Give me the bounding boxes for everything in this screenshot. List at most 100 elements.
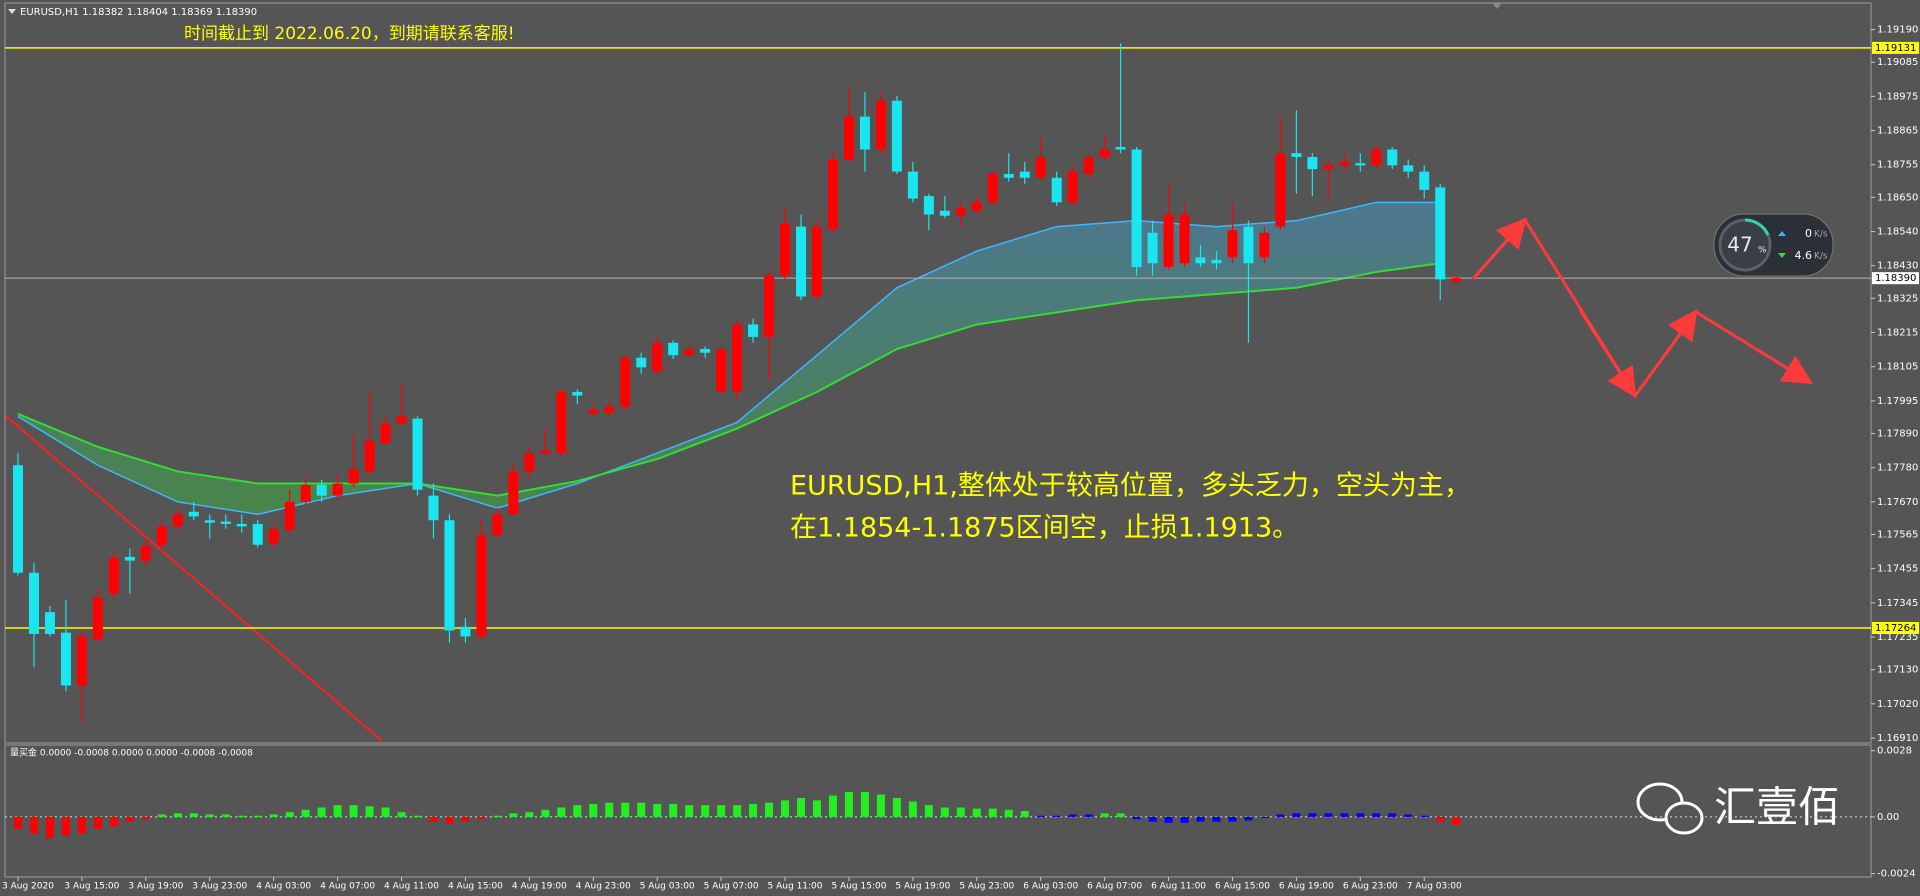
- histogram-bar: [653, 803, 662, 817]
- histogram-bar: [813, 800, 821, 817]
- price-level-label: 1.19131: [1875, 43, 1916, 54]
- price-level-tag: [1872, 622, 1919, 635]
- histogram-bar: [189, 813, 198, 817]
- candle-body: [1179, 214, 1190, 264]
- histogram-bar: [1436, 816, 1445, 822]
- histogram-bar: [589, 803, 598, 817]
- candle-body: [1131, 149, 1142, 267]
- histogram-bar: [1004, 809, 1013, 817]
- histogram-bar: [876, 794, 885, 817]
- download-icon: [1778, 253, 1786, 258]
- candle-body: [508, 471, 519, 515]
- y-tick-label: 1.18650: [1877, 192, 1918, 203]
- candle-body: [140, 546, 151, 561]
- histogram-bar: [29, 816, 38, 834]
- last-price-tag: [1872, 272, 1919, 285]
- net-widget: 47 % 0 K/s 4.6 K/s: [1713, 213, 1834, 277]
- menu-triangle[interactable]: [8, 9, 16, 14]
- x-tick-label: 3 Aug 19:00: [128, 882, 183, 892]
- histogram-bar: [61, 816, 70, 836]
- candle-body: [1419, 171, 1430, 190]
- histogram-bar: [765, 802, 774, 817]
- histogram-bar: [1276, 814, 1285, 817]
- histogram-bar: [525, 812, 534, 817]
- candle-body: [1163, 214, 1174, 267]
- indicator-header: 量买金 0.0000 -0.0008 0.0000 0.0000 -0.0008…: [10, 747, 253, 759]
- histogram-bar: [445, 816, 454, 824]
- candle-body: [1083, 156, 1094, 175]
- candle-body: [1371, 149, 1382, 166]
- histogram-bar: [733, 805, 742, 817]
- y-tick-label: 1.17890: [1877, 429, 1918, 440]
- candle-body: [716, 349, 727, 392]
- candle-layer: [13, 43, 1462, 723]
- y-tick-label: 1.19190: [1877, 25, 1918, 36]
- candle-body: [1435, 187, 1446, 280]
- histogram-bar: [1212, 816, 1221, 822]
- y-tick-label: 1.18540: [1877, 227, 1918, 238]
- candle-body: [923, 196, 934, 215]
- candle-body: [284, 501, 295, 531]
- expiry-notice: 时间截止到 2022.06.20，到期请联系客服!: [184, 24, 515, 44]
- wechat-icon: [1664, 801, 1704, 835]
- histogram-bar: [1068, 814, 1077, 817]
- candle-body: [1195, 257, 1206, 264]
- candle-body: [1147, 232, 1158, 264]
- candle-body: [236, 523, 247, 527]
- annotation-line: EURUSD,H1,整体处于较高位置，多头乏力，空头为主，: [790, 471, 1471, 502]
- candle-body: [476, 534, 487, 637]
- download-unit: K/s: [1814, 252, 1828, 262]
- histogram-bar: [1308, 813, 1317, 817]
- histogram-bar: [637, 802, 646, 817]
- histogram-bar: [381, 807, 390, 817]
- candle-body: [1259, 232, 1270, 258]
- y-tick-label: 1.18430: [1877, 261, 1918, 272]
- candle-body: [684, 349, 695, 356]
- candle-body: [524, 453, 535, 472]
- histogram-bar: [509, 813, 518, 817]
- y-tick-label: 1.17345: [1877, 598, 1918, 609]
- histogram-bar: [429, 816, 438, 822]
- y-tick-label: 0.0028: [1877, 746, 1912, 757]
- candle-body: [1355, 163, 1366, 166]
- candle-body: [1019, 171, 1030, 178]
- histogram-bar: [301, 809, 310, 817]
- widget-percent: 47: [1727, 233, 1752, 257]
- y-tick-label: 1.18325: [1877, 293, 1918, 304]
- histogram-bar: [1036, 815, 1045, 817]
- histogram-bar: [956, 807, 965, 817]
- candle-body: [620, 357, 631, 407]
- histogram-bar: [541, 809, 550, 817]
- upload-rate: 0: [1805, 227, 1812, 240]
- ribbon-fast-line: [17, 201, 1441, 516]
- candle-body: [1307, 156, 1318, 170]
- ribbon-area: [18, 202, 1441, 515]
- candle-body: [652, 342, 663, 372]
- symbol-header: EURUSD,H1 1.18382 1.18404 1.18369 1.1839…: [20, 7, 257, 18]
- histogram-bar: [1020, 811, 1029, 817]
- histogram-bar: [860, 792, 869, 817]
- candle-body: [540, 450, 551, 454]
- histogram-bar: [573, 805, 582, 817]
- candle-body: [987, 174, 998, 203]
- histogram-bar: [1132, 816, 1141, 820]
- candle-body: [827, 159, 838, 230]
- candle-body: [108, 558, 119, 594]
- candle-body: [300, 484, 311, 502]
- histogram-bar: [1100, 813, 1109, 817]
- candle-body: [60, 632, 71, 686]
- histogram-bar: [1372, 813, 1381, 817]
- x-tick-label: 6 Aug 03:00: [1023, 882, 1078, 892]
- candle-body: [1323, 165, 1334, 170]
- histogram-bar: [269, 814, 278, 817]
- histogram-bar: [493, 815, 502, 817]
- histogram-bar: [1404, 814, 1413, 817]
- candle-body: [492, 514, 503, 535]
- histogram-bar: [125, 816, 134, 822]
- histogram-bar: [93, 816, 102, 829]
- candle-body: [891, 100, 902, 172]
- candle-body: [252, 523, 263, 545]
- histogram-bar: [333, 805, 342, 817]
- x-tick-label: 4 Aug 15:00: [448, 882, 503, 892]
